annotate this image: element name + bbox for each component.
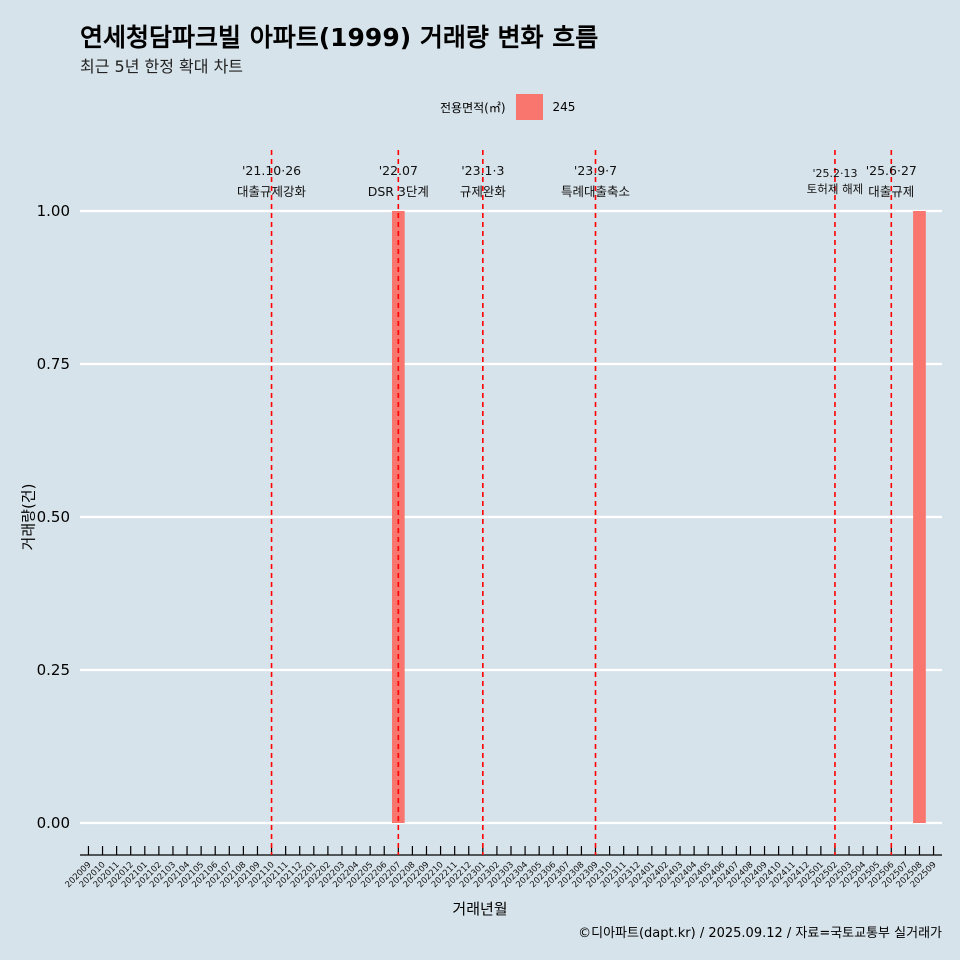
event-label: 규제완화 [460, 184, 507, 199]
event-label: 토허제 해제 [807, 182, 864, 196]
y-tick-label: 0.50 [37, 508, 70, 526]
chart-subtitle: 최근 5년 한정 확대 차트 [80, 57, 244, 76]
legend-swatch [515, 94, 543, 120]
y-axis-label: 거래량(건) [19, 483, 38, 551]
event-date: '21.10·26 [242, 163, 301, 178]
event-label: 대출규제 [868, 184, 914, 199]
event-label: 대출규제강화 [237, 184, 307, 199]
event-date: '23.9·7 [574, 163, 617, 178]
event-date: '23.1·3 [461, 163, 504, 178]
legend-title: 전용면적(㎡) [440, 100, 506, 115]
event-date: '25.6·27 [866, 163, 917, 178]
event-date: '22.07 [379, 163, 418, 178]
event-date: '25.2·13 [812, 167, 857, 180]
x-axis-label: 거래년월 [452, 900, 508, 918]
y-tick-label: 0.00 [37, 814, 70, 832]
source-caption: ©디아파트(dapt.kr) / 2025.09.12 / 자료=국토교통부 실… [578, 926, 942, 941]
event-label: 특례대출축소 [561, 184, 630, 199]
bar [391, 211, 405, 823]
y-tick-label: 0.75 [37, 355, 70, 373]
legend: 전용면적(㎡) 245 [440, 94, 575, 120]
y-tick-label: 0.25 [37, 661, 70, 679]
y-tick-label: 1.00 [37, 202, 70, 220]
event-label: DSR 3단계 [368, 184, 429, 199]
legend-item-label: 245 [552, 100, 576, 114]
chart-title: 연세청담파크빌 아파트(1999) 거래량 변화 흐름 [80, 23, 599, 52]
bar [913, 211, 926, 823]
